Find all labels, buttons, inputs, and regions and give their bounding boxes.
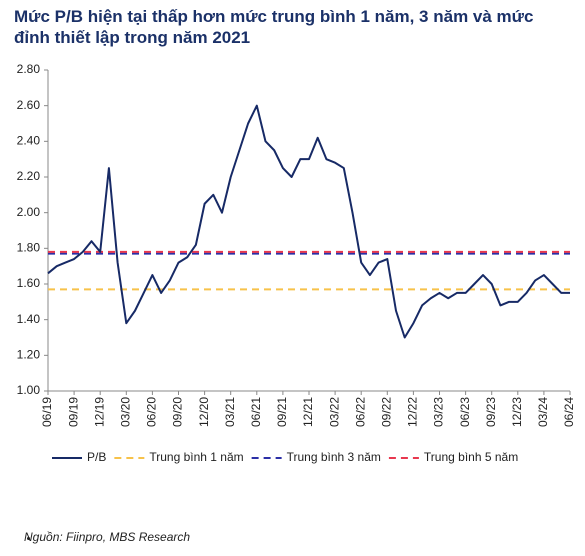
chart-title: Mức P/B hiện tại thấp hơn mức trung bình… [14,7,534,47]
y-tick-label: 1.80 [17,241,41,255]
x-tick-label: 03/23 [432,397,446,427]
y-tick-label: 2.40 [17,134,41,148]
x-tick-label: 03/24 [536,397,550,427]
y-tick-label: 2.80 [17,62,41,76]
x-tick-label: 06/19 [40,397,54,427]
x-tick-label: 06/23 [458,397,472,427]
x-tick-label: 06/21 [249,397,263,427]
y-tick-label: 2.20 [17,169,41,183]
x-tick-label: 09/20 [171,397,185,427]
data-line [47,104,570,339]
y-tick-label: 1.00 [17,383,41,397]
legend-label: P/B [87,450,106,464]
y-tick-label: 1.60 [17,276,41,290]
bullet [27,537,30,540]
legend-label: Trung bình 3 năm [287,450,381,464]
x-tick-label: 03/21 [223,397,237,427]
chart: 1.00 1.20 1.40 1.60 1.80 2.00 2.20 2.40 2.60 2.80… [17,62,577,464]
x-tick-label: 03/20 [118,397,132,427]
x-tick-label: 06/22 [353,397,367,427]
x-tick-label: 12/20 [197,397,211,427]
x-tick-label: 12/19 [92,397,106,427]
source-note: Nguồn: Fiinpro, MBS Research [24,530,191,544]
x-tick-label: 12/21 [301,397,315,427]
x-tick-label: 06/20 [145,397,159,427]
y-tick-label: 2.00 [17,205,41,219]
y-tick-label: 2.60 [17,98,41,112]
x-tick-label: 06/24 [562,397,576,427]
x-tick-label: 09/22 [379,397,393,427]
x-tick-label: 09/21 [275,397,289,427]
x-tick-label: 09/19 [66,397,80,427]
x-tick-label: 03/22 [327,397,341,427]
x-tick-label: 09/23 [484,397,498,427]
legend-label: Trung bình 5 năm [424,450,518,464]
x-tick-label: 12/23 [510,397,524,427]
y-tick-label: 1.20 [17,348,41,362]
legend-label: Trung bình 1 năm [149,450,243,464]
y-tick-label: 1.40 [17,312,41,326]
x-tick-label: 12/22 [406,397,420,427]
